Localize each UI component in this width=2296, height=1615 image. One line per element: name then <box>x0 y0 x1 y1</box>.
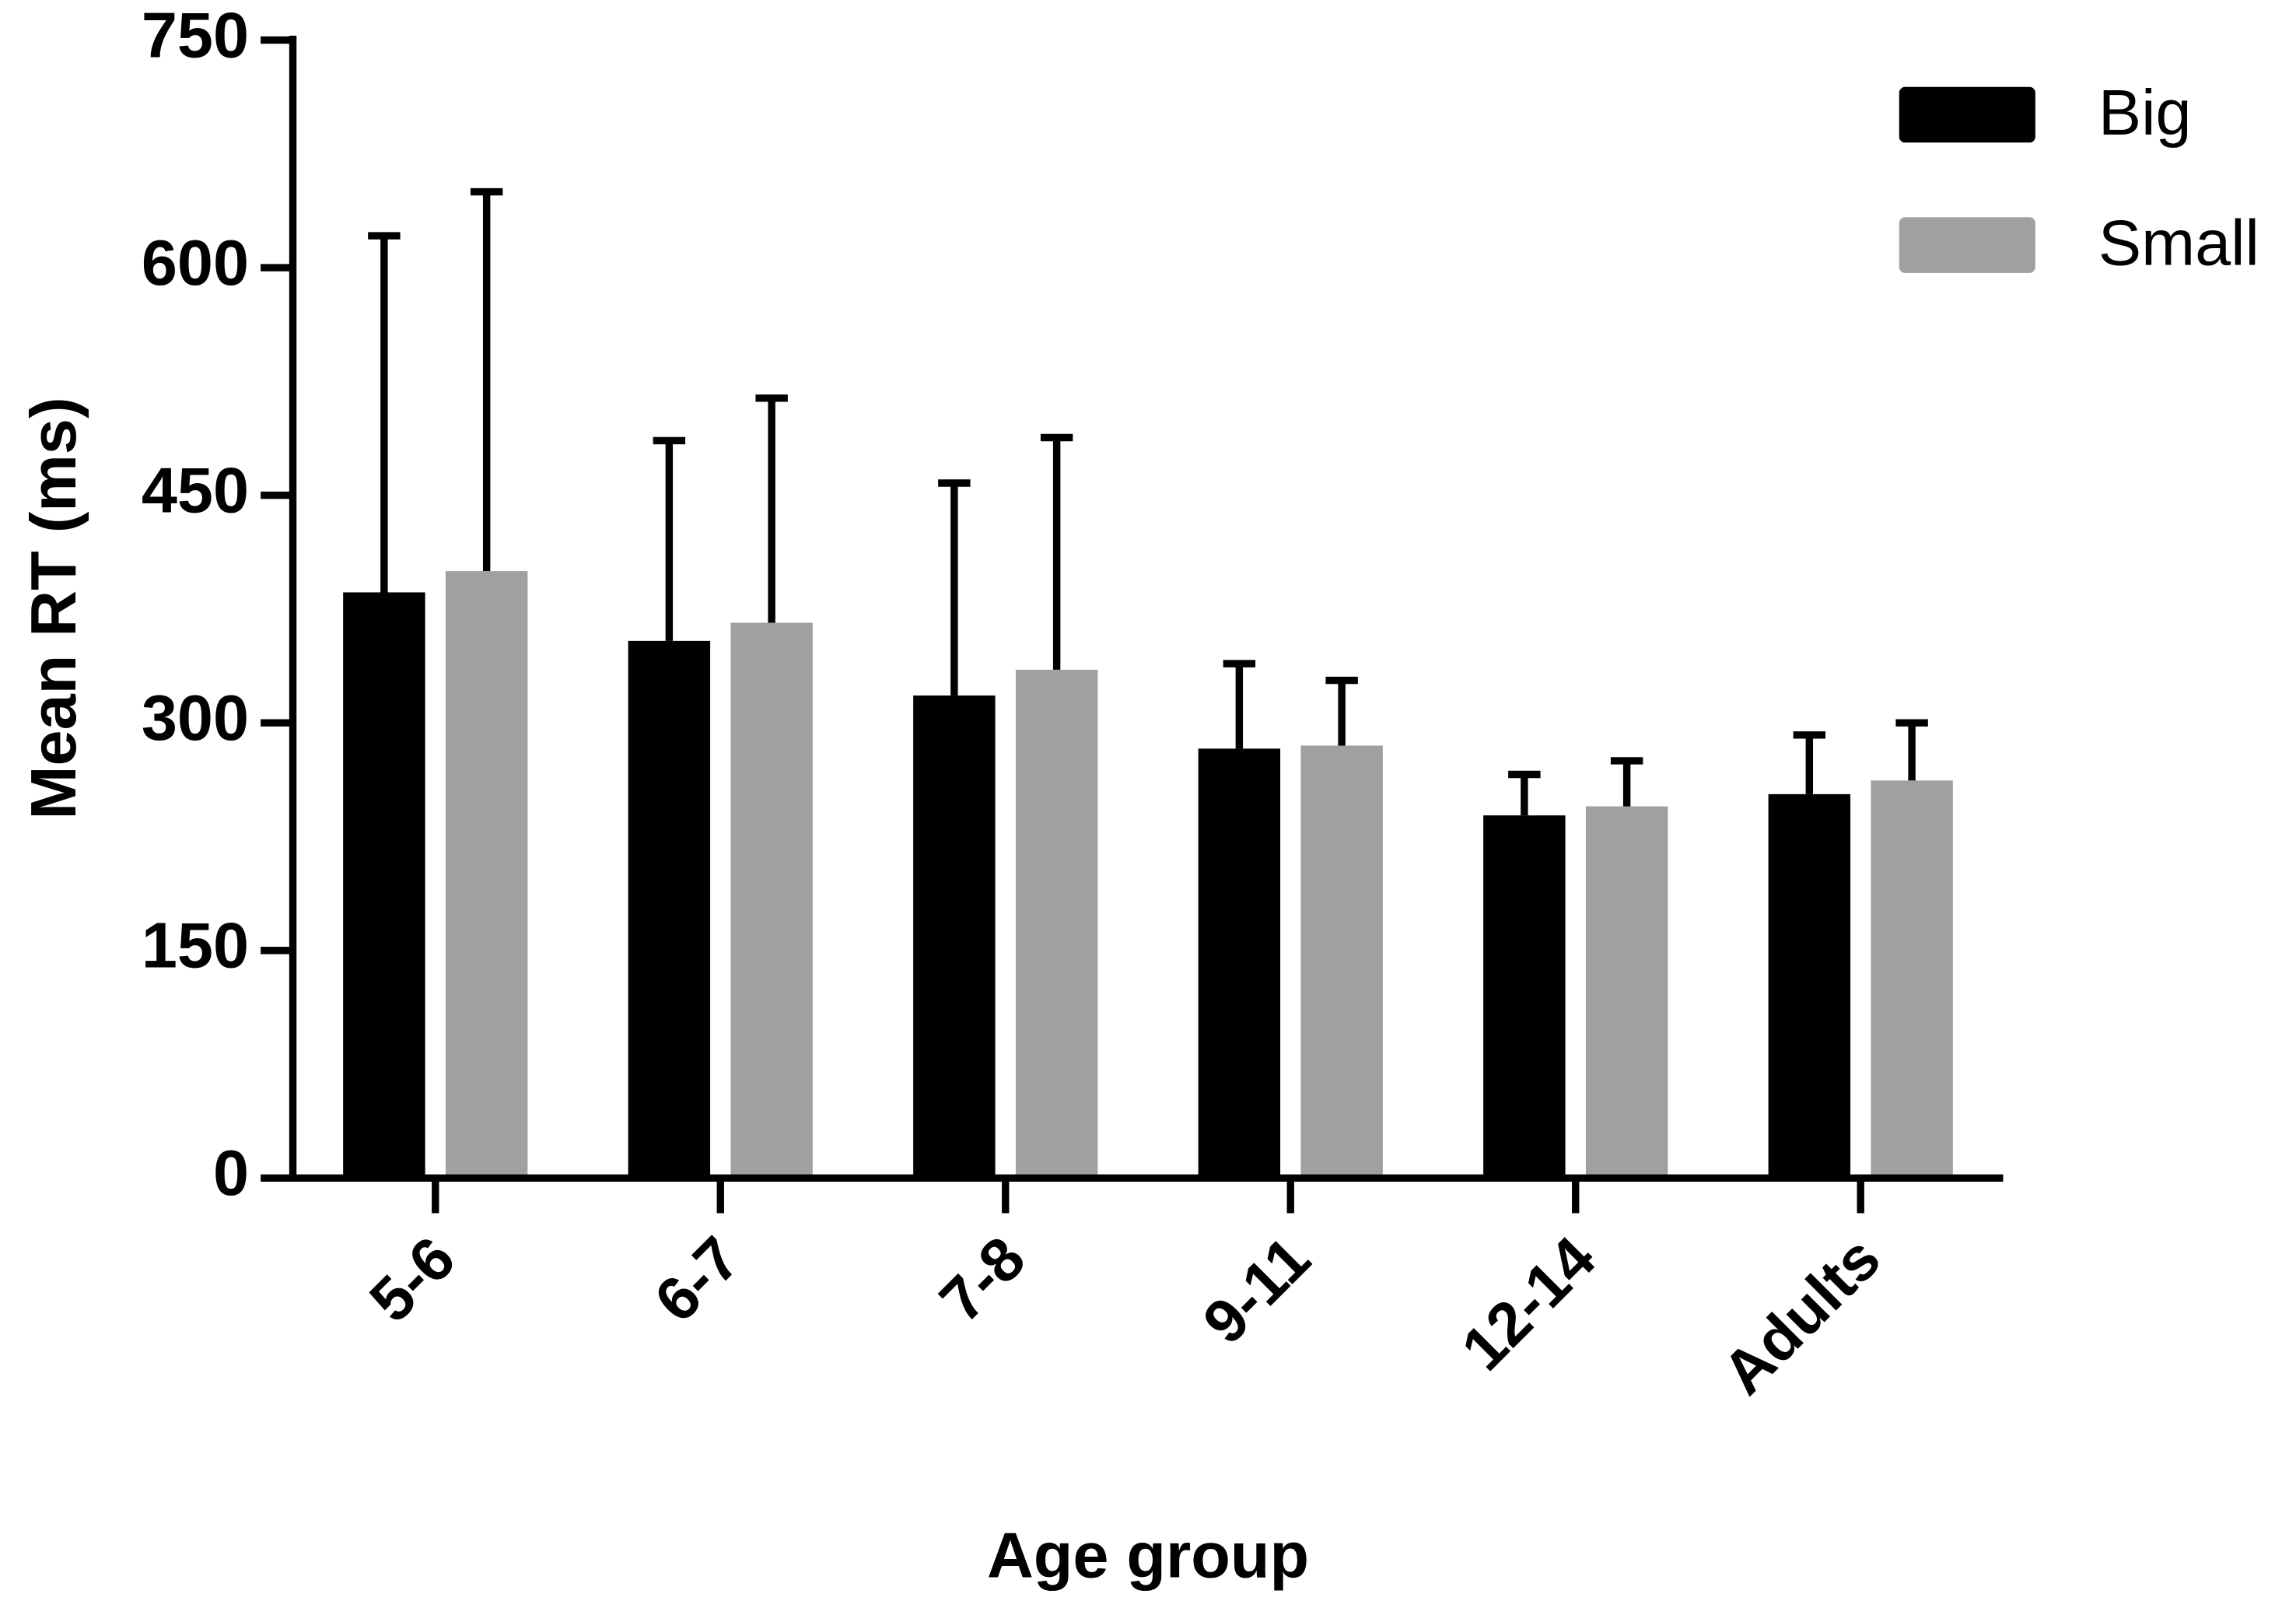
bar <box>730 622 813 1179</box>
legend-swatch <box>1899 86 2035 143</box>
y-tick-label: 0 <box>213 1137 249 1209</box>
error-bar <box>1610 757 1643 807</box>
error-bar <box>368 232 401 593</box>
legend-label: Small <box>2098 207 2259 279</box>
x-tick-label: 5-6 <box>356 1223 468 1335</box>
bar <box>913 695 996 1179</box>
error-bar <box>938 479 971 696</box>
y-axis-title: Mean RT (ms) <box>17 397 89 819</box>
error-bar <box>755 394 788 623</box>
x-tick-label: 12-14 <box>1448 1223 1608 1383</box>
bar <box>1300 745 1383 1179</box>
bar <box>343 592 425 1179</box>
legend-label: Big <box>2098 76 2192 149</box>
x-tick-label: 6-7 <box>641 1223 753 1335</box>
bar <box>1198 748 1281 1179</box>
bar <box>1015 669 1098 1179</box>
y-tick-label: 600 <box>142 226 249 299</box>
x-tick-label: 9-11 <box>1189 1223 1323 1357</box>
bar <box>1871 780 1953 1179</box>
legend-swatch <box>1899 217 2035 273</box>
y-tick-label: 150 <box>142 909 249 982</box>
error-bar <box>1508 770 1541 816</box>
error-bar <box>1325 676 1358 746</box>
y-tick-label: 750 <box>142 0 249 71</box>
bar <box>628 640 711 1179</box>
y-tick-label: 450 <box>142 454 249 526</box>
x-tick-label: 7-8 <box>926 1223 1038 1335</box>
bar <box>445 571 528 1179</box>
x-tick-label: Adults <box>1709 1223 1893 1407</box>
bar <box>1483 815 1566 1179</box>
x-axis-title: Age group <box>987 1519 1309 1592</box>
error-bar <box>1223 660 1256 749</box>
y-tick-label: 300 <box>142 681 249 754</box>
bar <box>1585 806 1668 1179</box>
bar <box>1768 793 1851 1179</box>
error-bar <box>1793 731 1826 794</box>
error-bar <box>1895 719 1928 781</box>
error-bar <box>470 187 503 572</box>
error-bar <box>1040 433 1073 670</box>
error-bar <box>653 436 686 641</box>
